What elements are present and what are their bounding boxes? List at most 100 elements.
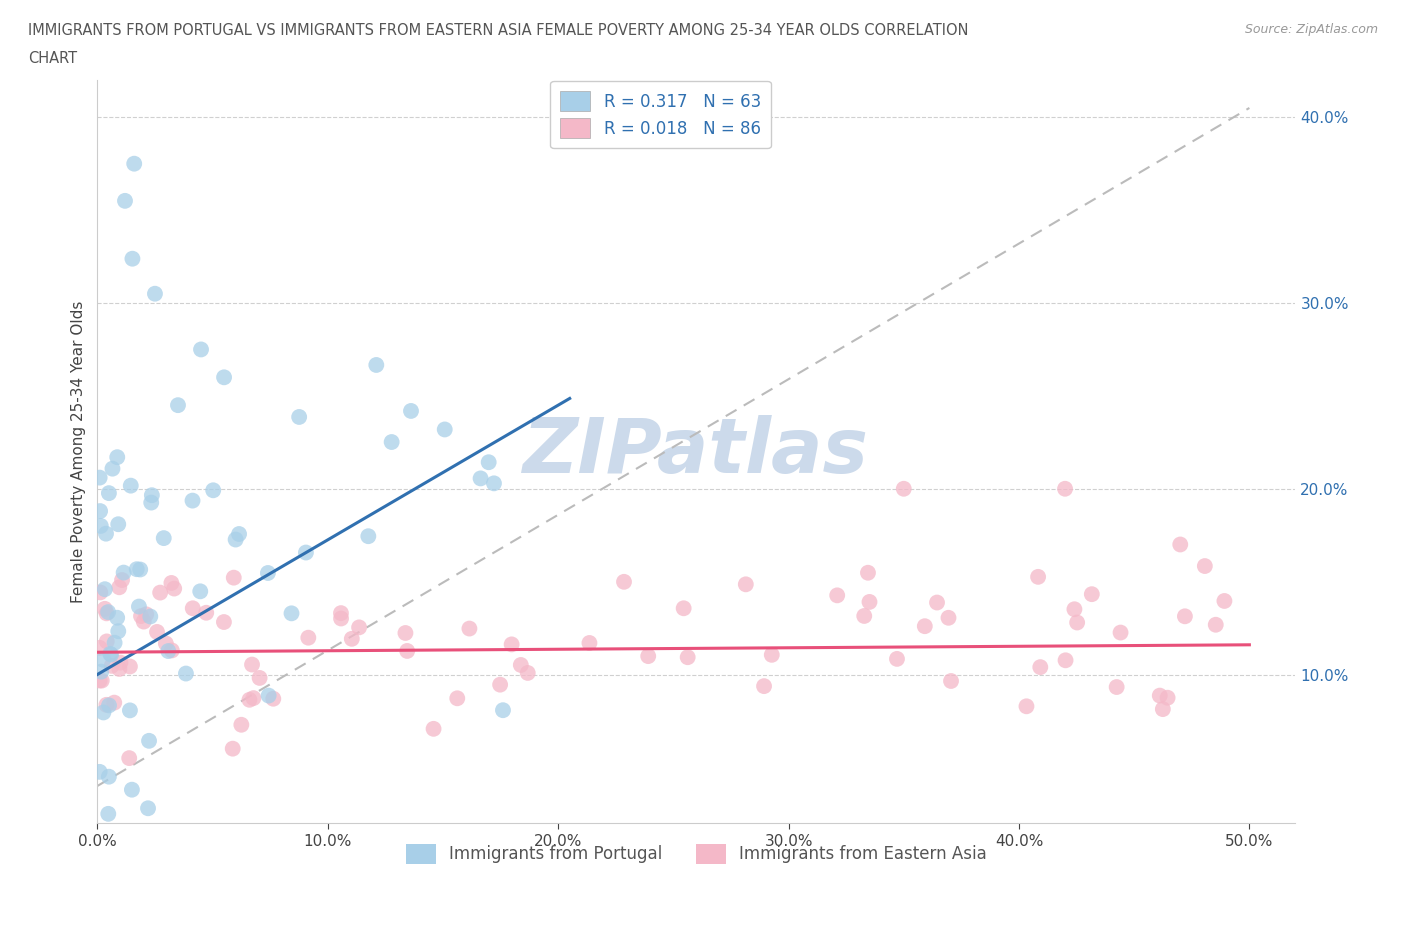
Text: IMMIGRANTS FROM PORTUGAL VS IMMIGRANTS FROM EASTERN ASIA FEMALE POVERTY AMONG 25: IMMIGRANTS FROM PORTUGAL VS IMMIGRANTS F… (28, 23, 969, 38)
Point (858, 594, 880, 609)
Point (938, 610, 960, 625)
Point (1156, 690, 1178, 705)
Point (637, 649, 659, 664)
Point (121, 251, 143, 266)
Point (107, 624, 129, 639)
Point (925, 595, 948, 610)
Point (111, 573, 134, 588)
Point (89, 585, 111, 600)
Point (501, 637, 523, 652)
Text: ZIPatlas: ZIPatlas (523, 415, 869, 488)
Point (249, 671, 271, 685)
Point (240, 658, 263, 672)
Point (122, 156, 145, 171)
Point (89, 673, 111, 688)
Point (396, 644, 419, 658)
Point (118, 751, 141, 765)
Point (238, 692, 260, 707)
Point (1149, 688, 1171, 703)
Point (129, 608, 152, 623)
Point (143, 286, 166, 301)
Point (98, 646, 121, 661)
Point (478, 455, 501, 470)
Point (1213, 593, 1236, 608)
Point (89, 641, 111, 656)
Text: Source: ZipAtlas.com: Source: ZipAtlas.com (1244, 23, 1378, 36)
Point (1026, 569, 1049, 584)
Point (458, 621, 481, 636)
Point (672, 601, 695, 616)
Point (366, 357, 388, 372)
Point (110, 655, 132, 670)
Point (330, 611, 353, 626)
Point (262, 691, 284, 706)
Point (174, 666, 197, 681)
Point (181, 493, 204, 508)
Point (257, 565, 280, 580)
Point (139, 609, 162, 624)
Point (96, 605, 118, 620)
Point (125, 562, 148, 577)
Point (433, 422, 456, 437)
Point (422, 722, 444, 737)
Point (97, 806, 120, 821)
Point (141, 487, 163, 502)
Point (155, 636, 177, 651)
Point (1063, 602, 1085, 617)
Point (1029, 659, 1052, 674)
Point (160, 643, 183, 658)
Point (1168, 537, 1191, 551)
Legend: Immigrants from Portugal, Immigrants from Eastern Asia: Immigrants from Portugal, Immigrants fro… (399, 837, 994, 870)
Point (381, 434, 404, 449)
Point (101, 461, 124, 476)
Point (613, 575, 636, 590)
Point (1081, 587, 1104, 602)
Point (242, 691, 264, 706)
Point (167, 398, 190, 413)
Point (121, 782, 143, 797)
Point (228, 526, 250, 541)
Point (195, 605, 218, 620)
Point (752, 679, 775, 694)
Point (347, 620, 370, 635)
Point (120, 478, 142, 493)
Point (1054, 482, 1077, 497)
Point (1174, 609, 1197, 624)
Point (104, 635, 127, 650)
Point (222, 741, 245, 756)
Point (288, 409, 311, 424)
Point (856, 565, 879, 580)
Point (108, 579, 131, 594)
Point (482, 476, 505, 491)
Point (1054, 653, 1077, 668)
Point (90, 664, 112, 679)
Point (470, 471, 492, 485)
Point (136, 801, 159, 816)
Point (90, 673, 112, 688)
Point (1015, 698, 1038, 713)
Point (676, 650, 699, 665)
Point (212, 615, 235, 630)
Point (128, 599, 150, 614)
Point (97, 769, 120, 784)
Point (94, 582, 117, 597)
Point (886, 651, 908, 666)
Point (202, 483, 225, 498)
Point (89, 504, 111, 519)
Point (114, 193, 136, 208)
Point (492, 703, 515, 718)
Point (141, 495, 163, 510)
Point (516, 666, 538, 681)
Point (1109, 625, 1132, 640)
Point (112, 565, 135, 580)
Point (825, 588, 848, 603)
Point (100, 647, 122, 662)
Point (893, 482, 915, 497)
Point (94, 526, 117, 541)
Point (340, 631, 363, 646)
Point (149, 585, 172, 600)
Point (734, 577, 756, 591)
Point (190, 342, 212, 357)
Point (446, 691, 468, 706)
Point (399, 404, 422, 418)
